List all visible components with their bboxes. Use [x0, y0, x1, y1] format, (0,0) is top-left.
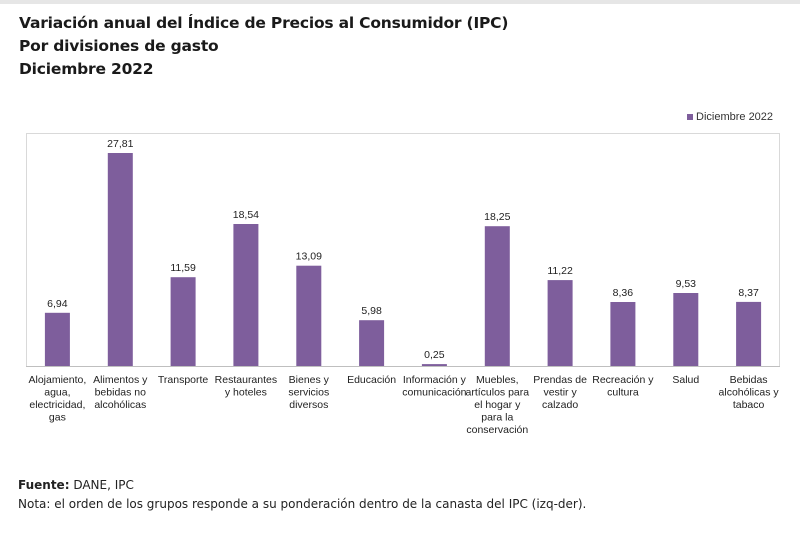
- category-label-line: Alojamiento,: [29, 374, 87, 386]
- category-label-line: bebidas no: [95, 387, 147, 399]
- category-label-line: electricidad,: [29, 399, 85, 411]
- category-label-line: Educación: [347, 374, 396, 386]
- value-label: 13,09: [296, 251, 322, 263]
- category-label-line: Información y: [403, 374, 467, 386]
- bar: [170, 277, 196, 366]
- bar: [673, 293, 699, 366]
- value-label: 11,59: [170, 262, 196, 274]
- category-label-line: conservación: [466, 424, 528, 436]
- value-label: 18,25: [484, 211, 510, 223]
- value-label: 5,98: [361, 305, 382, 317]
- bars-group: [44, 153, 762, 366]
- category-label-line: agua,: [44, 387, 70, 399]
- value-label: 9,53: [676, 278, 697, 290]
- chart-period: Diciembre 2022: [19, 60, 154, 78]
- category-label-line: Transporte: [158, 374, 209, 386]
- legend-swatch: [687, 114, 693, 120]
- category-label-line: Prendas de: [533, 374, 587, 386]
- category-labels-group: Alojamiento, agua, electricidad, gasAliment…: [29, 374, 780, 436]
- category-label: Transporte: [158, 374, 209, 386]
- category-label: Restaurantes y hoteles: [215, 374, 277, 399]
- footnote: Nota: el orden de los grupos responde a …: [18, 497, 587, 511]
- category-label-line: alcohólicas y: [719, 387, 780, 399]
- category-label-line: calzado: [542, 399, 578, 411]
- category-label: Bienes y servicios diversos: [288, 374, 329, 411]
- category-label-line: Restaurantes: [215, 374, 277, 386]
- category-label-line: Alimentos y: [93, 374, 148, 386]
- category-label-line: Bebidas: [730, 374, 768, 386]
- category-label-line: para la: [481, 412, 513, 424]
- bar: [107, 153, 133, 366]
- bar: [233, 224, 259, 366]
- bar: [736, 301, 762, 366]
- category-label-line: y hoteles: [225, 387, 267, 399]
- category-label: Bebidas alcohólicas y tabaco: [719, 374, 780, 411]
- source-line: Fuente: DANE, IPC: [18, 476, 586, 495]
- value-label: 27,81: [107, 138, 133, 150]
- footer: Fuente: DANE, IPC Nota: el orden de los …: [18, 476, 586, 514]
- source-value: DANE, IPC: [69, 478, 134, 492]
- category-label: Educación: [347, 374, 396, 386]
- category-label-line: Muebles,: [476, 374, 519, 386]
- bar: [421, 364, 447, 366]
- bar: [484, 226, 510, 366]
- category-label: Recreación y cultura: [592, 374, 654, 399]
- legend-label: Diciembre 2022: [696, 111, 774, 123]
- chart-title-block: Variación anual del Índice de Precios al…: [19, 12, 508, 81]
- category-label-line: Recreación y: [592, 374, 654, 386]
- category-label-line: Salud: [672, 374, 699, 386]
- category-label-line: cultura: [607, 387, 639, 399]
- category-label: Muebles, artículos para el hogar y para la c…: [465, 374, 529, 436]
- category-label-line: gas: [49, 412, 66, 424]
- category-label: Información y comunicación: [402, 374, 466, 399]
- value-label: 0,25: [424, 349, 445, 361]
- bar: [44, 312, 70, 366]
- category-label: Alimentos y bebidas no alcohólicas: [93, 374, 148, 411]
- category-label: Alojamiento, agua, electricidad, gas: [29, 374, 87, 424]
- category-label-line: artículos para: [465, 387, 529, 399]
- value-label: 11,22: [547, 265, 573, 277]
- chart-title: Variación anual del Índice de Precios al…: [19, 14, 509, 32]
- category-label-line: tabaco: [733, 399, 765, 411]
- category-label: Prendas de vestir y calzado: [533, 374, 587, 411]
- category-label-line: alcohólicas: [94, 399, 146, 411]
- bar: [610, 302, 636, 366]
- value-label: 8,37: [738, 287, 759, 299]
- category-label: Salud: [672, 374, 699, 386]
- value-labels-group: 6,94 27,81 11,59 18,54 13,09 5,98 0,25 18,25 11,…: [47, 138, 759, 361]
- legend: Diciembre 2022: [687, 111, 773, 123]
- value-label: 6,94: [47, 298, 68, 310]
- chart-subtitle: Por divisiones de gasto: [19, 37, 219, 55]
- category-label-line: diversos: [289, 399, 328, 411]
- category-label-line: el hogar y: [474, 399, 521, 411]
- bar: [359, 320, 385, 366]
- bar: [296, 265, 322, 366]
- category-label-line: servicios: [288, 387, 329, 399]
- value-label: 18,54: [233, 209, 259, 221]
- bar: [547, 280, 573, 366]
- category-label-line: comunicación: [402, 387, 466, 399]
- category-label-line: Bienes y: [289, 374, 330, 386]
- plot-frame: [26, 133, 780, 367]
- value-label: 8,36: [613, 287, 634, 299]
- source-label: Fuente:: [18, 478, 70, 492]
- top-border: [0, 0, 800, 4]
- category-label-line: vestir y: [543, 387, 577, 399]
